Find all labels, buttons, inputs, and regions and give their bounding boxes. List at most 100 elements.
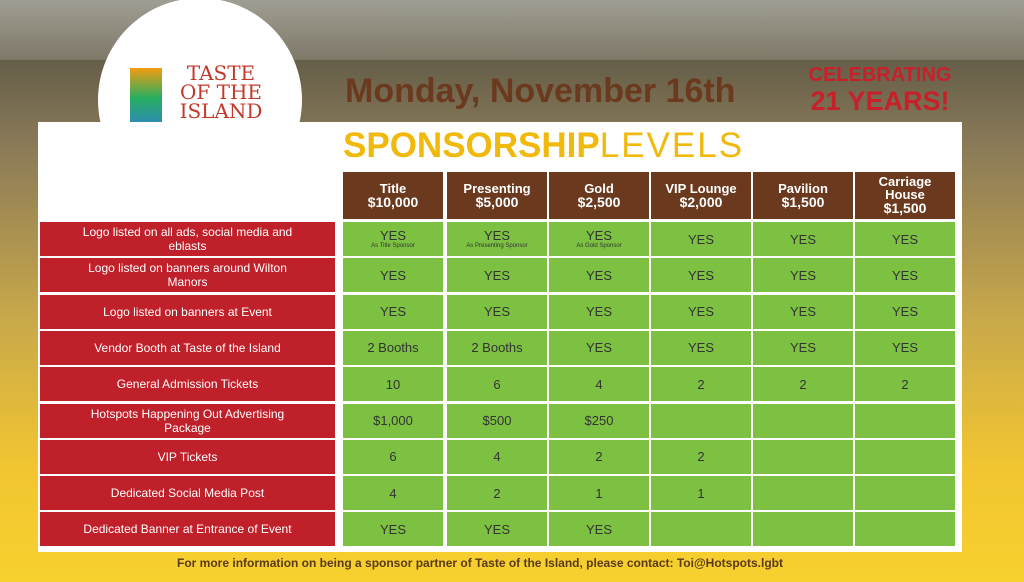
table-cell: YES xyxy=(753,294,853,329)
table-cell: YES xyxy=(651,258,751,293)
heading-light: LEVELS xyxy=(599,126,745,165)
row-label: Dedicated Social Media Post xyxy=(40,476,335,511)
table-cell: YES xyxy=(753,222,853,256)
cell-value: 2 xyxy=(901,376,909,392)
cell-value: 1 xyxy=(697,485,705,501)
table-cell xyxy=(753,439,853,474)
table-cell: YES xyxy=(549,330,649,365)
table-cell: YES As Presenting Sponsor xyxy=(447,222,547,256)
table-cell: YES xyxy=(549,258,649,293)
cell-value: $250 xyxy=(584,413,614,428)
column-name: VIP Lounge xyxy=(665,180,737,196)
footer: For more information on being a sponsor … xyxy=(177,556,783,570)
table-cell: 4 xyxy=(343,476,443,511)
cell-value: 4 xyxy=(595,376,603,392)
row-label: Logo listed on banners at Event xyxy=(40,294,335,329)
table-cell: YES xyxy=(753,258,853,293)
cell-value: 2 Booths xyxy=(367,340,419,356)
table-cell xyxy=(855,512,955,547)
cell-value: YES xyxy=(789,304,816,320)
cell-value: 2 Booths xyxy=(471,340,523,356)
cell-value: YES xyxy=(687,267,714,283)
column-price: $1,500 xyxy=(781,193,825,210)
cell-value: YES xyxy=(891,231,918,247)
table-cell: 4 xyxy=(549,367,649,402)
heading-bold: SPONSORSHIP xyxy=(343,126,600,165)
cell-note: As Gold Sponsor xyxy=(576,243,622,249)
cell-value: YES xyxy=(483,521,510,537)
table-cell: YES xyxy=(651,222,751,256)
cell-value: YES xyxy=(585,340,612,356)
column-name: Title xyxy=(379,180,407,196)
table-cell: 2 xyxy=(549,439,649,474)
table-cell: 6 xyxy=(447,367,547,402)
table-cell: YES xyxy=(651,294,751,329)
column-name: Pavilion xyxy=(778,180,828,196)
cell-value: YES xyxy=(687,231,714,247)
table-cell xyxy=(753,403,853,438)
table-cell: YES xyxy=(549,512,649,547)
cell-value: YES xyxy=(483,228,510,243)
table-cell: 1 xyxy=(549,476,649,511)
table-cell xyxy=(651,403,751,438)
column-name: Presenting xyxy=(463,180,531,196)
cell-value: YES xyxy=(483,304,510,320)
column-header: Title $10,000 xyxy=(343,172,443,219)
cell-value: 6 xyxy=(389,449,397,465)
cell-note: As Presenting Sponsor xyxy=(466,243,528,249)
cell-value: YES xyxy=(379,228,406,243)
cell-value: YES xyxy=(891,304,918,320)
cell-value: YES xyxy=(891,340,918,356)
cell-value: 4 xyxy=(389,485,397,501)
cell-value: YES xyxy=(585,228,612,243)
cell-note: As Title Sponsor xyxy=(371,243,415,249)
cell-value: 2 xyxy=(799,376,807,392)
table-cell xyxy=(753,476,853,511)
cell-value: YES xyxy=(687,340,714,356)
row-label: VIP Tickets xyxy=(40,439,335,474)
cell-value: 2 xyxy=(697,376,705,392)
table-cell: 1 xyxy=(651,476,751,511)
badge-line1: CELEBRATING xyxy=(808,64,952,86)
table-cell: YES xyxy=(855,294,955,329)
row-label: Hotspots Happening Out Advertising Packa… xyxy=(40,403,335,438)
row-label: Logo listed on all ads, social media and… xyxy=(40,222,335,256)
table-cell: YES xyxy=(343,512,443,547)
cell-value: 6 xyxy=(493,376,501,392)
badge-line2: 21 YEARS! xyxy=(810,86,950,116)
cell-value: YES xyxy=(789,231,816,247)
table-cell: 2 Booths xyxy=(447,330,547,365)
column-price: $1,500 xyxy=(883,200,927,216)
table-cell xyxy=(753,512,853,547)
cell-value: YES xyxy=(379,521,406,537)
table-cell xyxy=(855,476,955,511)
column-header: VIP Lounge $2,000 xyxy=(651,172,751,219)
table-cell: 4 xyxy=(447,439,547,474)
cell-value: 10 xyxy=(385,376,401,392)
table-cell xyxy=(651,512,751,547)
table-cell: 2 xyxy=(651,439,751,474)
column-header: Gold $2,500 xyxy=(549,172,649,219)
table-cell: $1,000 xyxy=(343,403,443,438)
table-cell: YES xyxy=(549,294,649,329)
table-cell: 2 xyxy=(447,476,547,511)
event-date: Monday, November 16th xyxy=(345,72,736,110)
table-cell: YES As Gold Sponsor xyxy=(549,222,649,256)
table-cell: YES xyxy=(447,258,547,293)
row-label: Logo listed on banners around Wilton Man… xyxy=(40,258,335,293)
table-cell: 10 xyxy=(343,367,443,402)
logo-title-line: ISLAND xyxy=(179,99,263,123)
table-cell: YES As Title Sponsor xyxy=(343,222,443,256)
column-price: $2,000 xyxy=(679,193,723,210)
logo-title: TASTE OF THE ISLAND xyxy=(166,63,276,123)
table-cell xyxy=(855,403,955,438)
table-cell: YES xyxy=(447,512,547,547)
cell-value: 2 xyxy=(697,449,705,465)
cell-value: 4 xyxy=(493,449,501,465)
table-cell: $500 xyxy=(447,403,547,438)
table-cell: YES xyxy=(343,258,443,293)
table-cell: YES xyxy=(447,294,547,329)
column-price: $5,000 xyxy=(475,193,519,210)
table-cell: $250 xyxy=(549,403,649,438)
